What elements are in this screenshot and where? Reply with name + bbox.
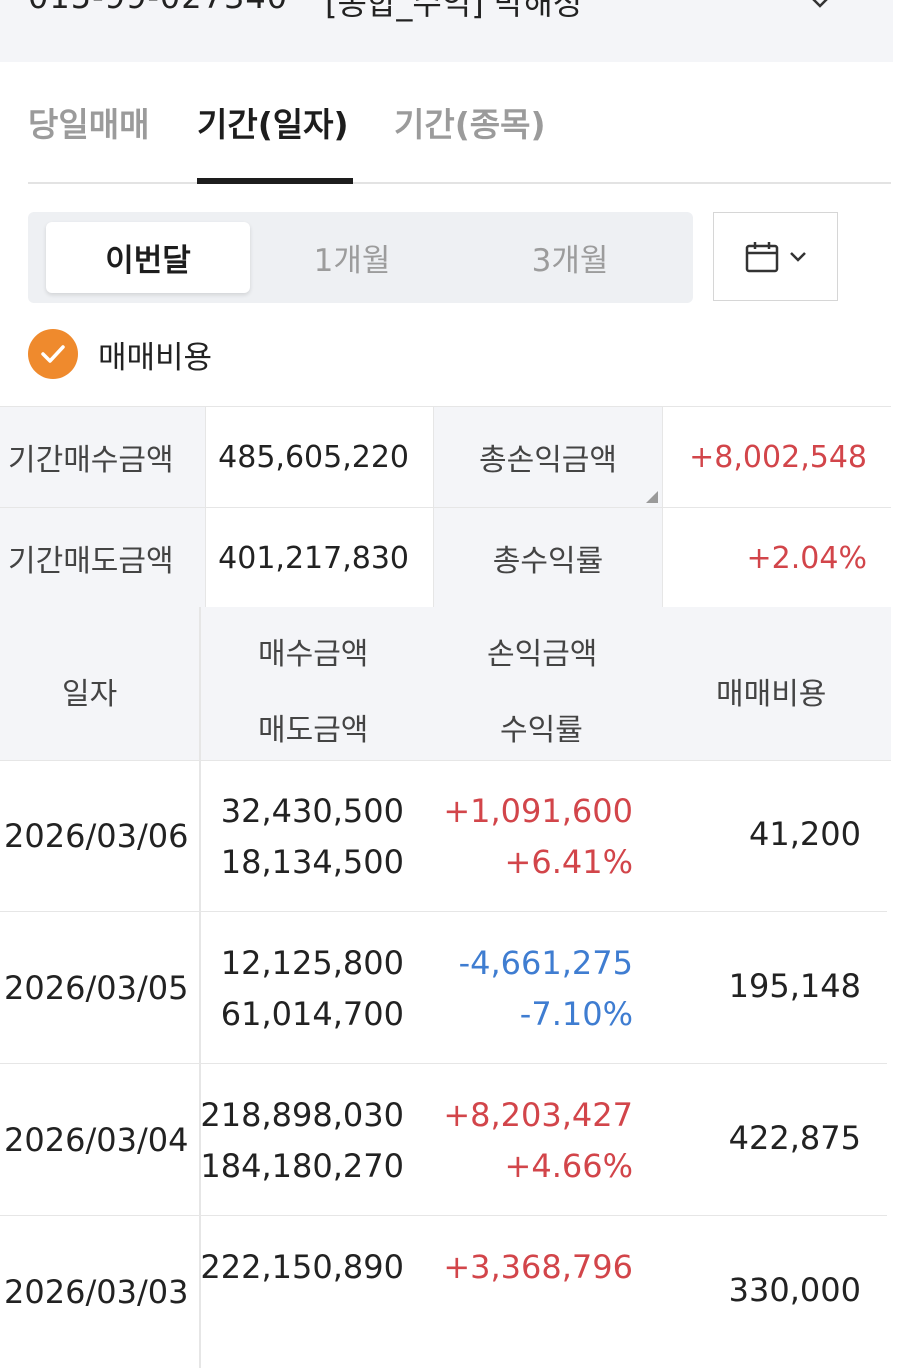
row-trading-fee: 195,148 <box>728 967 861 1005</box>
row-date: 2026/03/03 <box>4 1273 189 1311</box>
row-trading-fee: 422,875 <box>728 1119 861 1157</box>
account-selector[interactable]: 015-99-027340 [종합_수익] 박해정 <box>0 0 893 62</box>
table-row[interactable]: 2026/03/04 218,898,030 184,180,270 +8,20… <box>0 1064 887 1216</box>
table-header: 일자 매수금액 매도금액 손익금액 수익률 매매비용 <box>0 607 891 761</box>
calendar-button[interactable] <box>713 212 838 301</box>
col-trading-fee: 매매비용 <box>716 677 827 712</box>
column-divider <box>199 1216 201 1368</box>
period-buy-amount-value: 485,605,220 <box>205 407 433 507</box>
account-number: 015-99-027340 <box>28 0 288 16</box>
column-divider <box>199 1064 201 1215</box>
row-date: 2026/03/05 <box>4 969 189 1007</box>
row-buy-amount: 218,898,030 <box>200 1096 404 1134</box>
row-pnl-amount: -4,661,275 <box>458 944 633 982</box>
col-pnl-amount: 손익금액 <box>487 637 598 672</box>
row-return-rate: +6.41% <box>504 843 633 881</box>
period-this-month-button[interactable]: 이번달 <box>46 222 250 293</box>
col-buy-amount: 매수금액 <box>258 637 369 672</box>
calendar-icon <box>745 241 778 272</box>
active-tab-indicator <box>197 178 353 184</box>
row-buy-amount: 32,430,500 <box>220 792 404 830</box>
chevron-down-icon[interactable] <box>806 0 834 10</box>
row-pnl-amount: +1,091,600 <box>443 792 633 830</box>
check-icon <box>28 329 78 379</box>
row-sell-amount: 184,180,270 <box>200 1147 404 1185</box>
tab-period-by-date[interactable]: 기간(일자) <box>197 105 349 144</box>
summary-row: 기간매수금액 485,605,220 총손익금액 +8,002,548 <box>0 407 891 507</box>
total-pnl-label[interactable]: 총손익금액 <box>433 407 662 507</box>
column-divider <box>199 912 201 1063</box>
account-name: [종합_수익] 박해정 <box>325 0 583 22</box>
period-selector: 이번달 1개월 3개월 <box>28 212 693 303</box>
period-sell-amount-label: 기간매도금액 <box>0 508 205 608</box>
period-buy-amount-label: 기간매수금액 <box>0 407 205 507</box>
tab-period-by-stock[interactable]: 기간(종목) <box>394 105 546 144</box>
tab-bar: 당일매매 기간(일자) 기간(종목) <box>28 62 891 184</box>
info-corner-icon <box>646 491 658 503</box>
row-return-rate: -7.10% <box>519 995 633 1033</box>
row-buy-amount: 12,125,800 <box>220 944 404 982</box>
col-date: 일자 <box>62 677 118 712</box>
column-divider <box>199 607 201 760</box>
total-pnl-label-text: 총손익금액 <box>479 443 617 478</box>
trading-fee-checkbox[interactable]: 매매비용 <box>28 328 212 380</box>
summary-row: 기간매도금액 401,217,830 총수익률 +2.04% <box>0 507 891 608</box>
col-return-rate: 수익률 <box>500 713 583 748</box>
row-buy-amount: 222,150,890 <box>200 1248 404 1286</box>
row-trading-fee: 41,200 <box>749 815 861 853</box>
table-row[interactable]: 2026/03/05 12,125,800 61,014,700 -4,661,… <box>0 912 887 1064</box>
row-sell-amount: 18,134,500 <box>220 843 404 881</box>
row-date: 2026/03/06 <box>4 817 189 855</box>
row-trading-fee: 330,000 <box>728 1271 861 1309</box>
total-pnl-value: +8,002,548 <box>662 407 891 507</box>
table-row[interactable]: 2026/03/03 222,150,890 +3,368,796 330,00… <box>0 1216 887 1368</box>
col-sell-amount: 매도금액 <box>258 713 369 748</box>
total-return-rate-value: +2.04% <box>662 508 891 608</box>
row-return-rate: +4.66% <box>504 1147 633 1185</box>
period-summary: 기간매수금액 485,605,220 총손익금액 +8,002,548 기간매도… <box>0 406 891 609</box>
period-1-month-button[interactable]: 1개월 <box>313 243 391 279</box>
column-divider <box>199 760 201 911</box>
period-3-month-button[interactable]: 3개월 <box>531 243 609 279</box>
tab-daily-trades[interactable]: 당일매매 <box>28 105 150 144</box>
table-row[interactable]: 2026/03/06 32,430,500 18,134,500 +1,091,… <box>0 760 887 912</box>
period-sell-amount-value: 401,217,830 <box>205 508 433 608</box>
row-date: 2026/03/04 <box>4 1121 189 1159</box>
row-pnl-amount: +8,203,427 <box>443 1096 633 1134</box>
row-sell-amount: 61,014,700 <box>220 995 404 1033</box>
total-return-rate-label: 총수익률 <box>433 508 662 608</box>
row-pnl-amount: +3,368,796 <box>443 1248 633 1286</box>
trading-fee-label: 매매비용 <box>98 339 213 376</box>
chevron-down-icon <box>789 251 806 262</box>
